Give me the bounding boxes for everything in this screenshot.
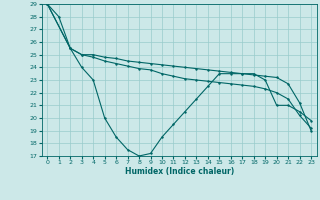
X-axis label: Humidex (Indice chaleur): Humidex (Indice chaleur) [124,167,234,176]
